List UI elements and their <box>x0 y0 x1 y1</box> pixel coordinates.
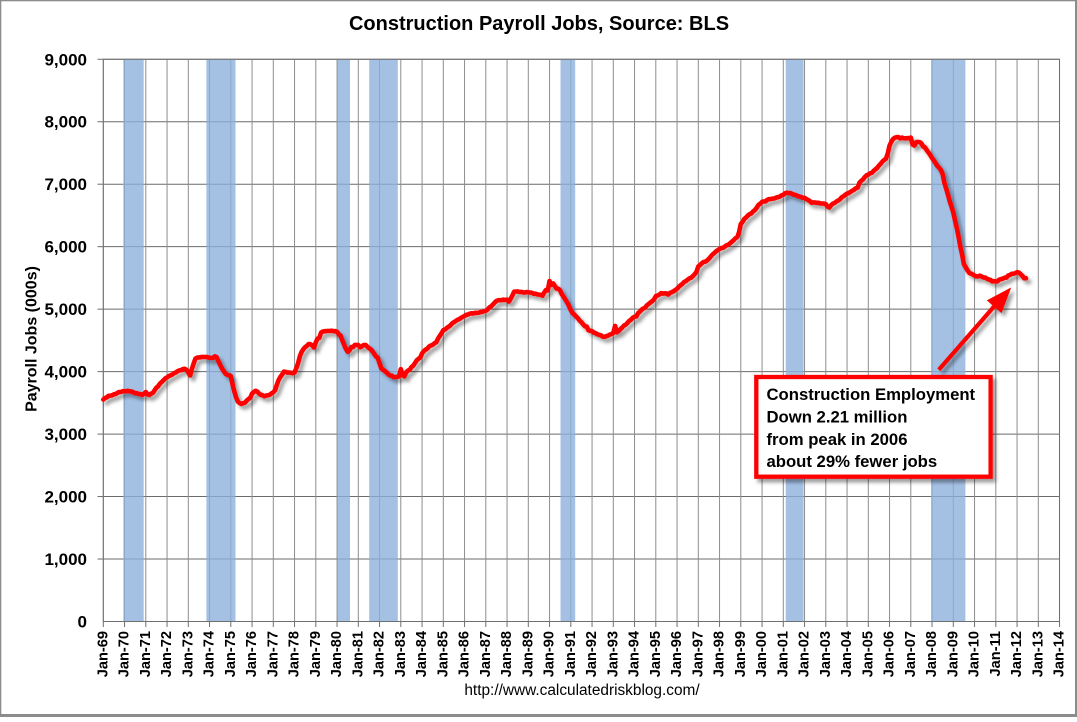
svg-text:Jan-78: Jan-78 <box>287 631 303 677</box>
svg-text:2,000: 2,000 <box>44 488 87 507</box>
svg-text:Jan-77: Jan-77 <box>265 631 281 677</box>
svg-text:4,000: 4,000 <box>44 363 87 382</box>
svg-text:Jan-70: Jan-70 <box>117 631 133 677</box>
svg-text:8,000: 8,000 <box>44 113 87 132</box>
svg-text:about 29% fewer jobs: about 29% fewer jobs <box>767 452 938 471</box>
svg-text:Jan-71: Jan-71 <box>138 631 154 677</box>
svg-text:Jan-92: Jan-92 <box>584 631 600 677</box>
svg-text:Payroll Jobs (000s): Payroll Jobs (000s) <box>24 266 41 412</box>
svg-text:Jan-82: Jan-82 <box>372 631 388 677</box>
svg-text:Jan-80: Jan-80 <box>329 631 345 677</box>
svg-text:Construction Employment: Construction Employment <box>767 385 976 404</box>
svg-text:Jan-72: Jan-72 <box>159 631 175 677</box>
svg-text:from peak in 2006: from peak in 2006 <box>767 430 908 449</box>
svg-text:Jan-84: Jan-84 <box>414 630 430 677</box>
svg-text:Jan-90: Jan-90 <box>542 631 558 677</box>
svg-text:Jan-93: Jan-93 <box>605 631 621 677</box>
svg-text:Jan-07: Jan-07 <box>903 631 919 677</box>
svg-text:Jan-98: Jan-98 <box>712 631 728 677</box>
svg-text:Jan-96: Jan-96 <box>669 631 685 677</box>
svg-text:Jan-75: Jan-75 <box>223 631 239 677</box>
svg-text:Jan-01: Jan-01 <box>775 631 791 677</box>
svg-text:Jan-02: Jan-02 <box>797 631 813 677</box>
svg-text:3,000: 3,000 <box>44 425 87 444</box>
svg-text:Jan-05: Jan-05 <box>860 631 876 677</box>
svg-text:Jan-99: Jan-99 <box>733 631 749 677</box>
svg-text:Jan-85: Jan-85 <box>435 631 451 677</box>
svg-text:Jan-86: Jan-86 <box>457 631 473 677</box>
svg-text:Jan-79: Jan-79 <box>308 631 324 677</box>
svg-text:Jan-13: Jan-13 <box>1030 631 1046 677</box>
svg-text:Jan-12: Jan-12 <box>1009 631 1025 677</box>
svg-text:Jan-87: Jan-87 <box>478 631 494 677</box>
svg-text:Jan-09: Jan-09 <box>945 631 961 677</box>
svg-text:Jan-91: Jan-91 <box>563 631 579 677</box>
svg-text:Jan-14: Jan-14 <box>1052 630 1068 677</box>
svg-text:Jan-83: Jan-83 <box>393 631 409 677</box>
svg-text:Jan-08: Jan-08 <box>924 631 940 677</box>
svg-text:Jan-97: Jan-97 <box>690 631 706 677</box>
svg-text:0: 0 <box>78 613 87 632</box>
svg-text:7,000: 7,000 <box>44 175 87 194</box>
svg-text:5,000: 5,000 <box>44 300 87 319</box>
svg-text:Jan-06: Jan-06 <box>882 631 898 677</box>
svg-text:Down 2.21 million: Down 2.21 million <box>767 407 908 426</box>
svg-text:Jan-95: Jan-95 <box>648 631 664 677</box>
svg-text:Jan-94: Jan-94 <box>627 630 643 677</box>
svg-text:Jan-11: Jan-11 <box>988 631 1004 676</box>
svg-text:Jan-03: Jan-03 <box>818 631 834 677</box>
svg-text:Jan-04: Jan-04 <box>839 630 855 677</box>
svg-text:Jan-88: Jan-88 <box>499 631 515 677</box>
svg-text:Jan-69: Jan-69 <box>95 631 111 677</box>
svg-text:1,000: 1,000 <box>44 550 87 569</box>
svg-text:Jan-73: Jan-73 <box>180 631 196 677</box>
svg-text:Jan-81: Jan-81 <box>350 631 366 677</box>
svg-text:9,000: 9,000 <box>44 50 87 69</box>
svg-text:Jan-76: Jan-76 <box>244 631 260 677</box>
svg-text:Jan-74: Jan-74 <box>202 630 218 677</box>
svg-text:6,000: 6,000 <box>44 238 87 257</box>
svg-text:Jan-00: Jan-00 <box>754 631 770 677</box>
svg-text:http://www.calculatedriskblog.: http://www.calculatedriskblog.com/ <box>464 682 700 699</box>
svg-text:Jan-10: Jan-10 <box>967 631 983 677</box>
svg-text:Jan-89: Jan-89 <box>520 631 536 677</box>
svg-text:Construction Payroll Jobs, Sou: Construction Payroll Jobs, Source: BLS <box>349 13 729 35</box>
